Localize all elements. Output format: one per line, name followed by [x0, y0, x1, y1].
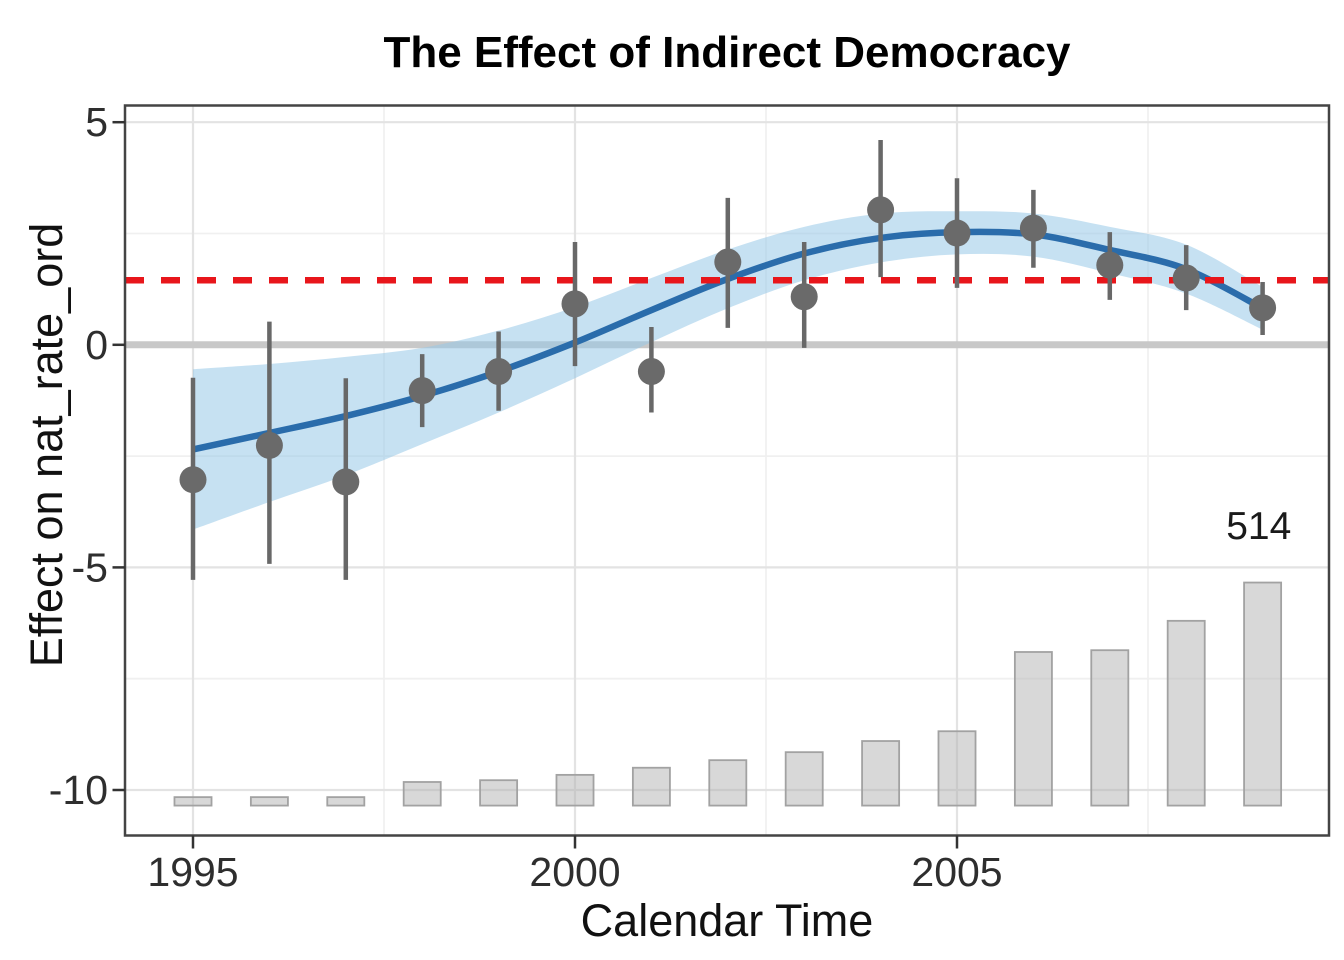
estimate-point: [485, 358, 513, 386]
count-bar: [326, 796, 366, 807]
count-bar: [249, 796, 289, 807]
x-tick-label: 2005: [911, 849, 1002, 895]
tick-marks: [112, 120, 959, 849]
count-bar: [1243, 581, 1283, 807]
count-bar: [861, 740, 901, 807]
panel-border: [123, 104, 1331, 837]
count-bar: [937, 730, 977, 807]
x-tick-label: 2000: [529, 849, 620, 895]
estimate-point: [637, 358, 665, 386]
x-tick-labels: 1995 2000 2005: [147, 849, 1002, 895]
estimate-point: [1019, 214, 1047, 242]
estimate-point: [179, 466, 207, 494]
count-bar: [784, 751, 824, 807]
count-bars: [173, 581, 1283, 807]
count-bar: [555, 773, 595, 807]
y-axis-title: Effect on nat_rate_ord: [21, 222, 72, 668]
count-bar: [708, 759, 748, 807]
y-tick-label: -10: [49, 767, 108, 813]
max-count-label: 514: [1226, 505, 1291, 548]
count-bar: [1090, 649, 1130, 807]
count-bar: [631, 766, 671, 807]
y-tick-label: -5: [72, 544, 108, 590]
count-bar: [173, 796, 213, 807]
count-bar: [1166, 619, 1206, 807]
y-tick-label: 0: [85, 322, 108, 368]
estimate-point: [332, 468, 360, 496]
estimate-point: [943, 219, 971, 247]
estimate-point: [1249, 294, 1277, 322]
estimate-point: [714, 248, 742, 276]
estimate-points: [179, 196, 1277, 496]
estimate-point: [790, 283, 818, 311]
chart-title: The Effect of Indirect Democracy: [383, 28, 1071, 77]
estimate-point: [1096, 251, 1124, 279]
count-bar: [1013, 651, 1053, 807]
y-tick-labels: 5 0 -5 -10: [49, 99, 108, 813]
estimate-point: [408, 377, 436, 405]
x-tick-label: 1995: [147, 849, 238, 895]
y-tick-label: 5: [85, 99, 108, 145]
estimate-point: [561, 290, 589, 318]
estimate-point: [867, 196, 895, 224]
count-bar: [402, 781, 442, 807]
estimate-point: [1172, 264, 1200, 292]
count-bar: [479, 779, 519, 807]
x-axis-title: Calendar Time: [580, 895, 874, 946]
estimate-point: [255, 431, 283, 459]
